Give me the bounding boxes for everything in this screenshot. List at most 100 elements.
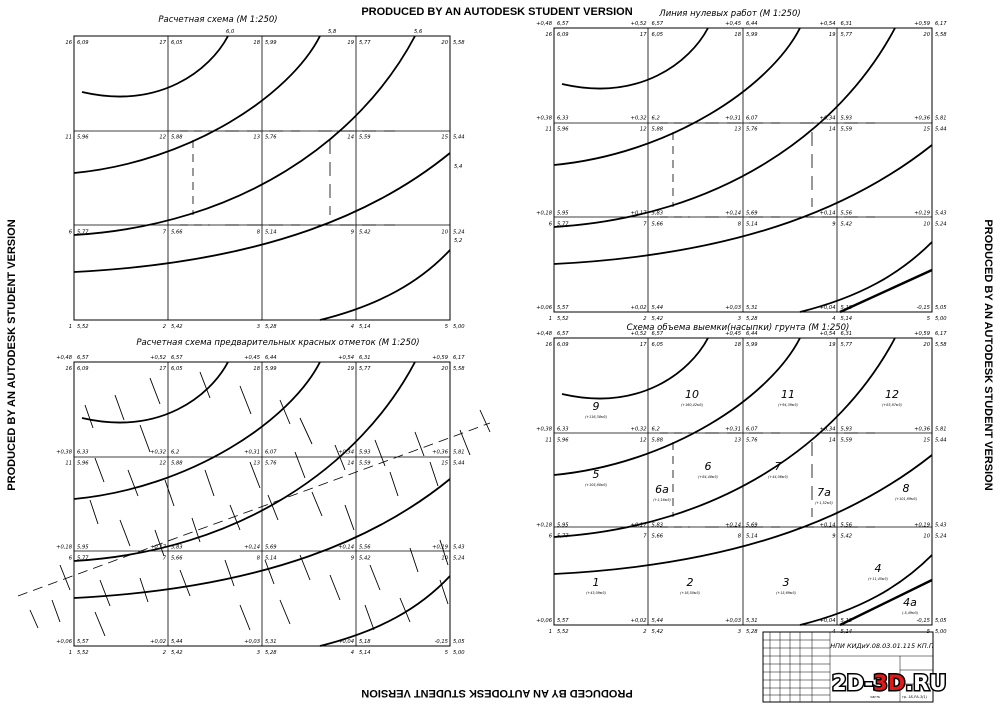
corner-elevation: 5,96: [77, 461, 89, 467]
corner-number: 15: [441, 135, 448, 141]
corner-elevation: 5,66: [171, 555, 183, 561]
design-elevation: 5,44: [171, 639, 183, 645]
corner-number: 7: [643, 221, 647, 227]
working-mark: +0,19: [914, 522, 930, 528]
corner-number: 8: [257, 229, 261, 235]
working-mark: +0,02: [631, 618, 647, 624]
corner-elevation: 6,05: [652, 32, 664, 38]
svg-text:6,0: 6,0: [226, 29, 235, 35]
corner-elevation: 5,00: [453, 650, 465, 656]
volume-blocks: 9(+116,38м3)10(+160,42м3)11(+94,39м3)12(…: [585, 388, 918, 615]
corner-number: 6: [549, 533, 553, 539]
corner-elevation: 5,96: [557, 127, 569, 133]
design-elevation: 6,2: [652, 116, 660, 122]
corner-elevation: 5,76: [746, 127, 758, 133]
corner-number: 19: [347, 366, 354, 372]
block-number: 8: [903, 482, 910, 495]
corner-elevation: 5,77: [359, 366, 371, 372]
contour-lines: [73, 35, 451, 321]
corner-number: 7: [643, 533, 647, 539]
working-mark: +0,14: [820, 210, 836, 216]
panel-zero-work-line: Линия нулевых работ (М 1:250) 16 6,09 17 6,…: [536, 9, 947, 322]
working-mark: +0,02: [631, 305, 647, 311]
contour-labels: 6,0 5,8 5,6 5,4 5,2: [226, 29, 462, 244]
corner-elevation: 6,09: [77, 40, 89, 46]
corner-elevation: 5,52: [77, 650, 89, 656]
corner-elevation: 5,59: [359, 461, 371, 467]
design-elevation: 5,57: [557, 305, 569, 311]
working-mark: -0,15: [917, 618, 931, 624]
document-code: НПИ КИДиУ.08.03.01.115 КП.П: [830, 642, 934, 650]
corner-number: 13: [253, 135, 260, 141]
svg-text:5,4: 5,4: [454, 164, 462, 170]
design-elevation: 5,56: [359, 544, 371, 550]
block-number: 4а: [903, 596, 917, 609]
design-elevation: 5,95: [77, 544, 89, 550]
design-elevation: 6,31: [841, 331, 853, 337]
corner-number: 3: [257, 324, 260, 330]
design-elevation: 5,57: [557, 618, 569, 624]
corner-elevation: 5,88: [171, 135, 183, 141]
block-volume: (+1,52м3): [815, 501, 833, 505]
block-number: 5: [593, 468, 600, 481]
block-number: 1: [593, 576, 600, 589]
corner-number: 1: [549, 316, 552, 322]
corner-elevation: 5,42: [171, 650, 183, 656]
corner-number: 12: [159, 461, 166, 467]
corner-number: 6: [69, 229, 73, 235]
cell-dividers: [660, 122, 875, 218]
watermark-right: PRODUCED BY AN AUTODESK STUDENT VERSION: [982, 219, 994, 490]
contour-lines: [553, 337, 933, 626]
corner-elevation: 5,14: [359, 650, 371, 656]
design-elevation: 5,05: [935, 618, 947, 624]
design-elevation: 5,95: [557, 210, 569, 216]
corner-number: 18: [253, 40, 260, 46]
design-elevation: 6,44: [746, 21, 758, 27]
block-volume: (+94,39м3): [778, 403, 798, 407]
design-elevation: 5,81: [935, 116, 947, 122]
corner-elevation: 5,24: [935, 533, 947, 539]
block-volume: (+11,45м3): [868, 577, 888, 581]
design-elevation: 5,43: [935, 210, 947, 216]
corner-number: 17: [159, 366, 166, 372]
design-elevation: 5,93: [841, 116, 853, 122]
working-mark: +0,36: [914, 427, 931, 433]
corner-elevation: 5,14: [265, 555, 277, 561]
design-elevation: 5,18: [359, 639, 371, 645]
design-elevation: 6,57: [171, 355, 183, 361]
design-elevation: 5,93: [359, 450, 371, 456]
block-number: 10: [685, 388, 699, 401]
corner-number: 2: [643, 316, 646, 322]
corner-elevation: 5,99: [265, 366, 277, 372]
working-mark: +0,17: [150, 544, 167, 550]
corner-number: 15: [441, 461, 448, 467]
block-number: 7: [775, 460, 782, 473]
zero-work-line: [839, 578, 933, 627]
working-mark: +0,02: [150, 639, 166, 645]
corner-number: 5: [445, 650, 449, 656]
corner-elevation: 5,58: [453, 366, 465, 372]
corner-number: 6: [549, 221, 553, 227]
design-elevation: 6,57: [77, 355, 89, 361]
corner-number: 2: [643, 629, 646, 635]
watermark-left: PRODUCED BY AN AUTODESK STUDENT VERSION: [6, 219, 18, 490]
corner-elevation: 5,14: [746, 221, 758, 227]
corner-number: 9: [832, 221, 835, 227]
corner-elevation: 5,00: [453, 324, 465, 330]
working-mark: +0,45: [725, 21, 742, 27]
design-elevation: 6,33: [77, 450, 89, 456]
block-volume: (+83,87м3): [882, 403, 902, 407]
corner-elevation: 5,88: [171, 461, 183, 467]
working-mark: +0,48: [536, 331, 553, 337]
corner-elevation: 5,77: [77, 555, 89, 561]
corner-elevation: 5,88: [652, 438, 664, 444]
corner-elevation: 5,24: [935, 221, 947, 227]
working-mark: +0,03: [244, 639, 260, 645]
working-mark: +0,04: [338, 639, 354, 645]
corner-number: 12: [640, 438, 647, 444]
working-mark: +0,32: [631, 116, 647, 122]
block-volume: (-5,49м3): [902, 611, 918, 615]
working-mark: -0,15: [435, 639, 449, 645]
